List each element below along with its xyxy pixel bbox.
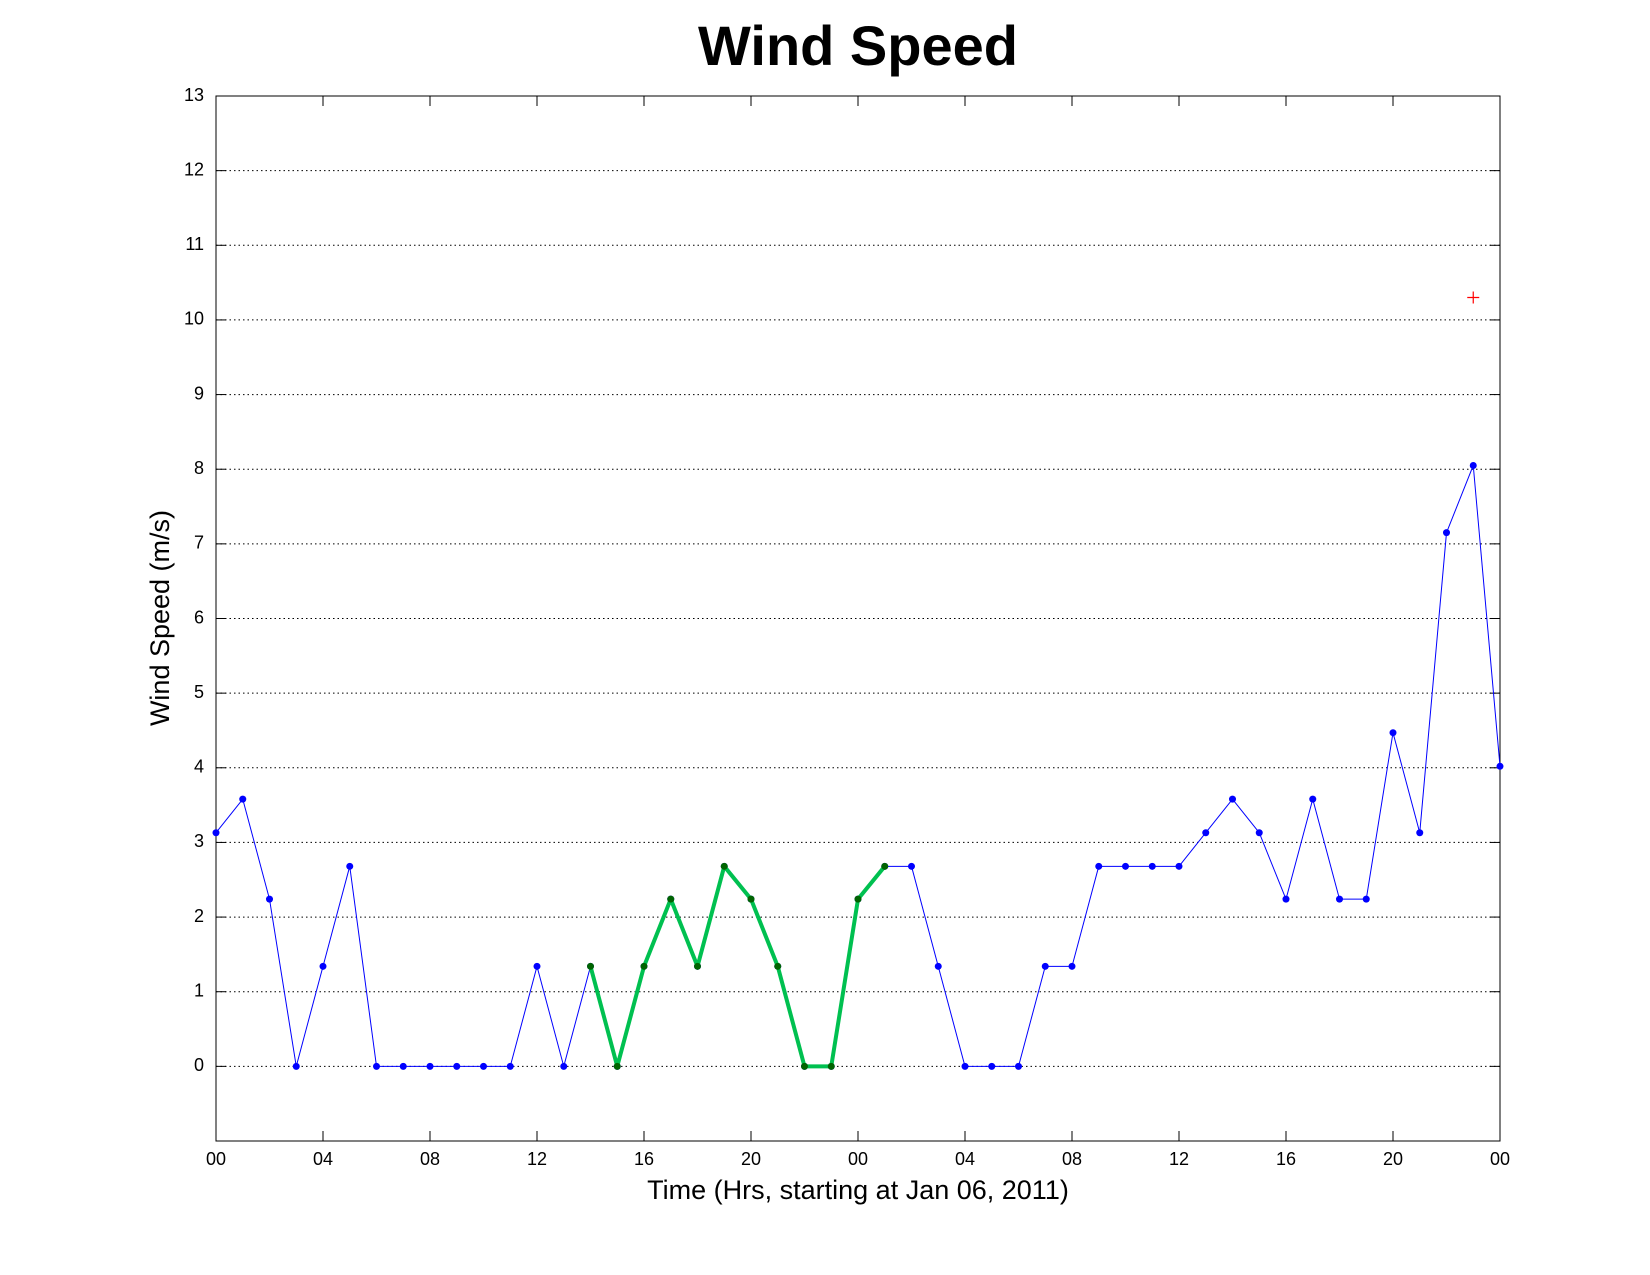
marker: [1416, 829, 1424, 837]
y-tick-label: 11: [185, 234, 204, 254]
x-tick-label: 20: [741, 1149, 761, 1169]
marker: [1469, 461, 1477, 469]
marker: [1496, 762, 1504, 770]
series-line: [588, 864, 887, 1069]
x-tick-label: 12: [1169, 1149, 1189, 1169]
chart-title: Wind Speed: [698, 14, 1018, 77]
marker: [373, 1062, 380, 1070]
marker: [266, 895, 273, 903]
y-tick-label: 9: [194, 383, 204, 403]
marker: [801, 1062, 808, 1070]
marker: [988, 1062, 996, 1070]
marker: [319, 962, 327, 970]
marker: [774, 962, 782, 970]
marker: [1336, 895, 1343, 903]
marker: [934, 962, 942, 970]
marker: [1148, 862, 1156, 870]
marker: [1122, 862, 1129, 870]
y-tick-label: 3: [194, 831, 204, 851]
marker: [399, 1062, 407, 1070]
y-axis-label: Wind Speed (m/s): [145, 510, 175, 726]
x-tick-label: 00: [206, 1149, 226, 1169]
y-tick-label: 4: [194, 757, 204, 777]
marker: [1068, 962, 1076, 970]
y-tick-label: 13: [184, 85, 204, 105]
y-tick-label: 1: [194, 980, 204, 1000]
y-tick-label: 8: [194, 458, 204, 478]
marker: [1282, 895, 1290, 903]
x-tick-label: 20: [1383, 1149, 1403, 1169]
x-tick-label: 08: [420, 1149, 440, 1169]
x-tick-label: 16: [1276, 1149, 1296, 1169]
x-tick-label: 00: [848, 1149, 868, 1169]
y-tick-label: 2: [194, 906, 204, 926]
marker: [747, 895, 755, 903]
marker: [640, 962, 648, 970]
marker: [854, 895, 862, 903]
y-tick-label: 12: [184, 159, 204, 179]
x-tick-label: 04: [955, 1149, 975, 1169]
y-tick-label: 0: [194, 1055, 204, 1075]
x-tick-label: 08: [1062, 1149, 1082, 1169]
marker: [560, 1062, 568, 1070]
marker: [426, 1062, 434, 1070]
x-tick-label: 04: [313, 1149, 333, 1169]
marker: [506, 1062, 514, 1070]
marker: [1362, 895, 1370, 903]
marker: [1467, 291, 1480, 304]
marker: [212, 829, 220, 837]
plot-frame: [215, 95, 1501, 1142]
marker: [453, 1062, 461, 1070]
marker: [1443, 529, 1450, 537]
marker: [694, 962, 701, 970]
x-tick-label: 16: [634, 1149, 654, 1169]
marker: [908, 862, 915, 870]
marker: [1041, 962, 1049, 970]
marker: [239, 795, 247, 803]
y-tick-label: 10: [184, 309, 204, 329]
marker: [613, 1062, 621, 1070]
marker: [1175, 862, 1183, 870]
marker: [827, 1062, 835, 1070]
x-axis-label: Time (Hrs, starting at Jan 06, 2011): [647, 1175, 1069, 1205]
marker: [720, 862, 728, 870]
marker: [961, 1062, 969, 1070]
x-tick-label: 12: [527, 1149, 547, 1169]
marker: [1255, 829, 1263, 837]
marker: [346, 862, 354, 870]
marker: [1015, 1062, 1022, 1070]
marker: [1229, 795, 1236, 803]
marker: [1202, 829, 1210, 837]
marker: [533, 962, 541, 970]
marker: [1389, 729, 1397, 737]
marker: [480, 1062, 487, 1070]
marker: [667, 895, 675, 903]
marker: [587, 962, 594, 970]
marker: [1095, 862, 1103, 870]
x-tick-label: 00: [1490, 1149, 1510, 1169]
plot-area: [216, 96, 1500, 1141]
y-tick-label: 5: [194, 682, 204, 702]
y-tick-label: 6: [194, 607, 204, 627]
marker: [881, 862, 889, 870]
marker: [292, 1062, 300, 1070]
marker: [1309, 795, 1317, 803]
y-tick-label: 7: [194, 533, 204, 553]
